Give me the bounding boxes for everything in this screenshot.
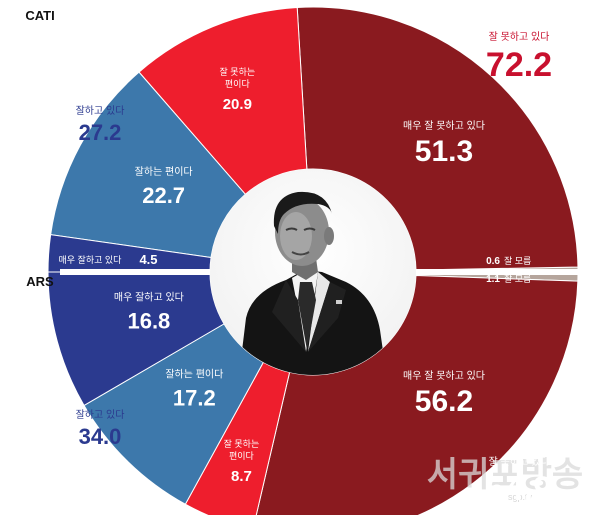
ars-total-positive-label: 잘하고 있다: [76, 408, 125, 421]
slices-layer: [47, 6, 579, 515]
ars-label-very-positive-text: 매우 잘하고 있다: [114, 290, 184, 303]
cati-label-unknown: 0.6 잘 모름: [486, 255, 531, 267]
ars-label-negative-text-line2: 편이다: [229, 450, 255, 461]
cati-label-very-positive-text: 매우 잘하고 있다: [58, 254, 122, 265]
cati-unknown-label: 잘 모름: [504, 255, 531, 266]
cati-label-very-positive: 매우 잘하고 있다 4.5: [58, 252, 157, 267]
cati-label-negative-text-line2: 편이다: [225, 78, 251, 89]
ars-label-positive: 잘하는 편이다 17.2: [165, 368, 223, 411]
ars-unknown-value: 1.1: [486, 274, 500, 285]
panel-label-ars: ARS: [26, 274, 54, 289]
ars-label-very-positive-value: 16.8: [127, 308, 170, 333]
ars-total-positive-value: 34.0: [79, 424, 122, 449]
cati-label-positive-value: 22.7: [142, 183, 185, 208]
cati-total-negative-value: 72.2: [486, 46, 552, 84]
ars-label-unknown: 1.1 잘 모름: [486, 273, 531, 285]
president-photo-icon: [210, 169, 416, 375]
ars-label-positive-text: 잘하는 편이다: [165, 368, 223, 381]
cati-label-positive: 잘하는 편이다 22.7: [135, 165, 193, 208]
cati-label-very-negative-value: 51.3: [415, 135, 473, 168]
cati-label-negative-value: 20.9: [223, 96, 252, 113]
cati-label-very-negative-text: 매우 잘 못하고 있다: [403, 119, 485, 132]
ars-total-negative-value: 64.9: [486, 470, 552, 508]
ars-label-negative-value: 8.7: [231, 468, 252, 485]
panel-label-cati: CATI: [25, 8, 54, 23]
cati-total-negative-label: 잘 못하고 있다: [489, 30, 550, 43]
watermark-text: 서귀포방송: [427, 455, 583, 495]
watermark-sub: sgp.tv: [508, 492, 533, 502]
ars-label-very-negative-value: 56.2: [415, 385, 473, 418]
cati-total-positive-label: 잘하고 있다: [76, 104, 125, 117]
cati-label-very-positive-value: 4.5: [139, 252, 157, 267]
cati-unknown-value: 0.6: [486, 256, 500, 267]
ars-label-negative-text-line1: 잘 못하는: [224, 438, 260, 449]
ars-total-negative-label: 잘 못하고 있다: [489, 455, 550, 468]
ars-label-very-negative-text: 매우 잘 못하고 있다: [403, 369, 485, 382]
ars-label-very-positive: 매우 잘하고 있다 16.8: [114, 290, 184, 333]
ars-label-very-negative: 매우 잘 못하고 있다 56.2: [403, 369, 485, 418]
cati-label-very-negative: 매우 잘 못하고 있다 51.3: [403, 119, 485, 168]
cati-label-positive-text: 잘하는 편이다: [135, 165, 193, 178]
cati-label-negative-text-line1: 잘 못하는: [220, 66, 256, 77]
ars-label-positive-value: 17.2: [173, 386, 216, 411]
cati-total-positive-value: 27.2: [79, 120, 122, 145]
ars-unknown-label: 잘 모름: [504, 273, 531, 284]
